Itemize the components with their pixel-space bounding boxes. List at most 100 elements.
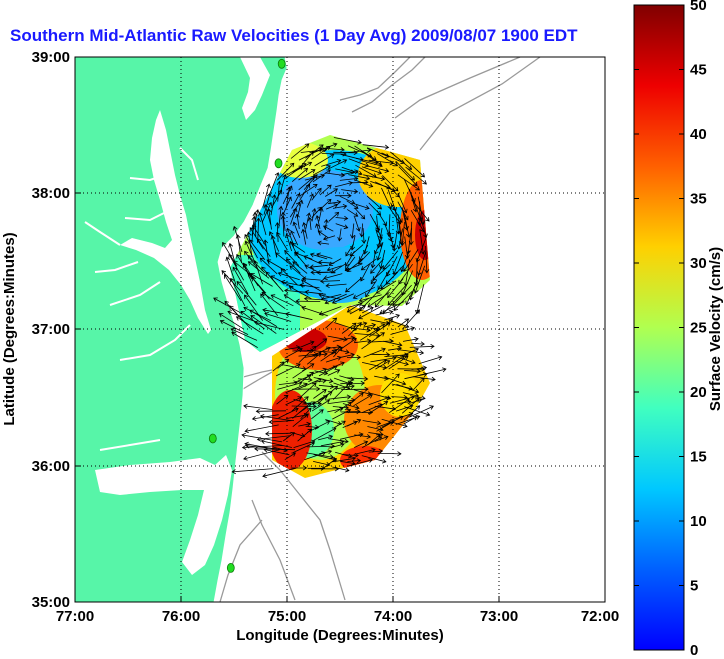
velocity-vector [335, 223, 349, 230]
velocity-vector [318, 306, 342, 316]
velocity-vector [292, 413, 309, 428]
velocity-vector [397, 349, 425, 356]
velocity-vector [376, 242, 384, 261]
velocity-vector [388, 355, 409, 370]
velocity-vector [317, 434, 334, 441]
velocity-vector [274, 221, 280, 243]
velocity-vector [317, 240, 330, 246]
velocity-vector [305, 424, 320, 430]
colorbar-tick-label: 0 [690, 642, 698, 659]
velocity-vector [244, 233, 258, 259]
velocity-vector [401, 207, 409, 231]
chart-title: Southern Mid-Atlantic Raw Velocities (1 … [10, 26, 578, 45]
y-ticks [75, 56, 81, 603]
velocity-vector [412, 377, 425, 391]
velocity-vector [368, 431, 384, 437]
colorbar-tick-label: 25 [690, 320, 707, 337]
velocity-vector [305, 144, 324, 159]
velocity-vector [366, 195, 383, 210]
velocity-vector [235, 234, 242, 264]
velocity-vector [277, 162, 295, 181]
velocity-vector [347, 458, 362, 464]
velocity-vector [372, 264, 391, 281]
velocity-vector [283, 294, 306, 310]
velocity-vector [314, 338, 328, 349]
velocity-vector [301, 228, 307, 245]
y-tick-label: 38:00 [32, 185, 70, 202]
velocity-vector [280, 215, 286, 237]
velocity-vector [381, 418, 408, 429]
velocity-vector [292, 441, 316, 453]
velocity-vector [334, 180, 353, 188]
velocity-vector [392, 251, 403, 276]
velocity-vector [305, 212, 312, 229]
colorbar [633, 4, 685, 651]
velocity-vector [382, 175, 399, 192]
rivers [84, 147, 199, 451]
chesapeake-bay [120, 110, 211, 334]
velocity-vector [321, 458, 337, 470]
colorbar-tick-label: 40 [690, 126, 707, 143]
velocity-vector [368, 448, 384, 454]
velocity-vector [363, 236, 370, 255]
velocity-vector [240, 310, 265, 330]
velocity-vector [341, 386, 369, 392]
station-marker [277, 58, 286, 69]
velocity-vector [404, 214, 411, 238]
velocity-vector [284, 452, 297, 461]
velocity-vector [300, 407, 312, 420]
velocity-vector [354, 145, 377, 161]
velocity-vector [322, 235, 336, 241]
velocity-vector [277, 358, 290, 369]
velocity-vector [403, 416, 418, 425]
velocity-vector [261, 201, 273, 223]
velocity-vector [290, 465, 308, 471]
velocity-vector [354, 216, 361, 232]
velocity-vector [291, 167, 309, 183]
velocity-vector [229, 277, 246, 307]
velocity-vector [361, 332, 385, 350]
velocity-vector [411, 200, 430, 222]
velocity-vector [225, 256, 237, 285]
velocity-vector [292, 402, 312, 419]
velocity-vector [282, 432, 295, 442]
velocity-vector [350, 223, 356, 239]
velocity-vector [231, 331, 258, 348]
velocity-vector [297, 377, 322, 390]
velocity-vector [361, 160, 383, 168]
velocity-vector [396, 228, 403, 250]
y-tick-label: 36:00 [32, 458, 70, 475]
x-tick-label: 75:00 [268, 608, 306, 625]
velocity-vector [401, 347, 419, 357]
velocity-vector [411, 341, 425, 347]
velocity-vector [400, 222, 406, 247]
velocity-vector [363, 174, 386, 181]
velocity-vector [315, 214, 321, 229]
velocity-vector [311, 399, 331, 412]
velocity-vector [298, 345, 317, 363]
velocity-vector [339, 195, 356, 205]
velocity-vector [213, 297, 242, 314]
velocity-vector [367, 401, 389, 415]
velocity-vector [266, 208, 272, 230]
velocity-vector [397, 318, 410, 328]
colorbar-tick-label: 30 [690, 255, 707, 272]
velocity-vector [374, 435, 389, 442]
velocity-vector [333, 137, 362, 145]
velocity-vector [251, 215, 257, 244]
velocity-vector [249, 309, 278, 327]
velocity-vector [241, 432, 283, 443]
velocity-vector [307, 465, 326, 471]
velocity-vector [345, 243, 354, 257]
velocity-vector [307, 216, 313, 230]
velocity-vector [232, 266, 249, 295]
velocity-vector [346, 297, 369, 313]
velocity-vector [404, 236, 410, 260]
velocity-vector [250, 273, 273, 287]
velocity-vector [360, 258, 377, 271]
velocity-vector [312, 169, 331, 183]
velocity-vector [334, 420, 346, 428]
velocity-vector [264, 312, 292, 322]
velocity-vector [363, 347, 386, 358]
velocity-vector [290, 143, 310, 159]
